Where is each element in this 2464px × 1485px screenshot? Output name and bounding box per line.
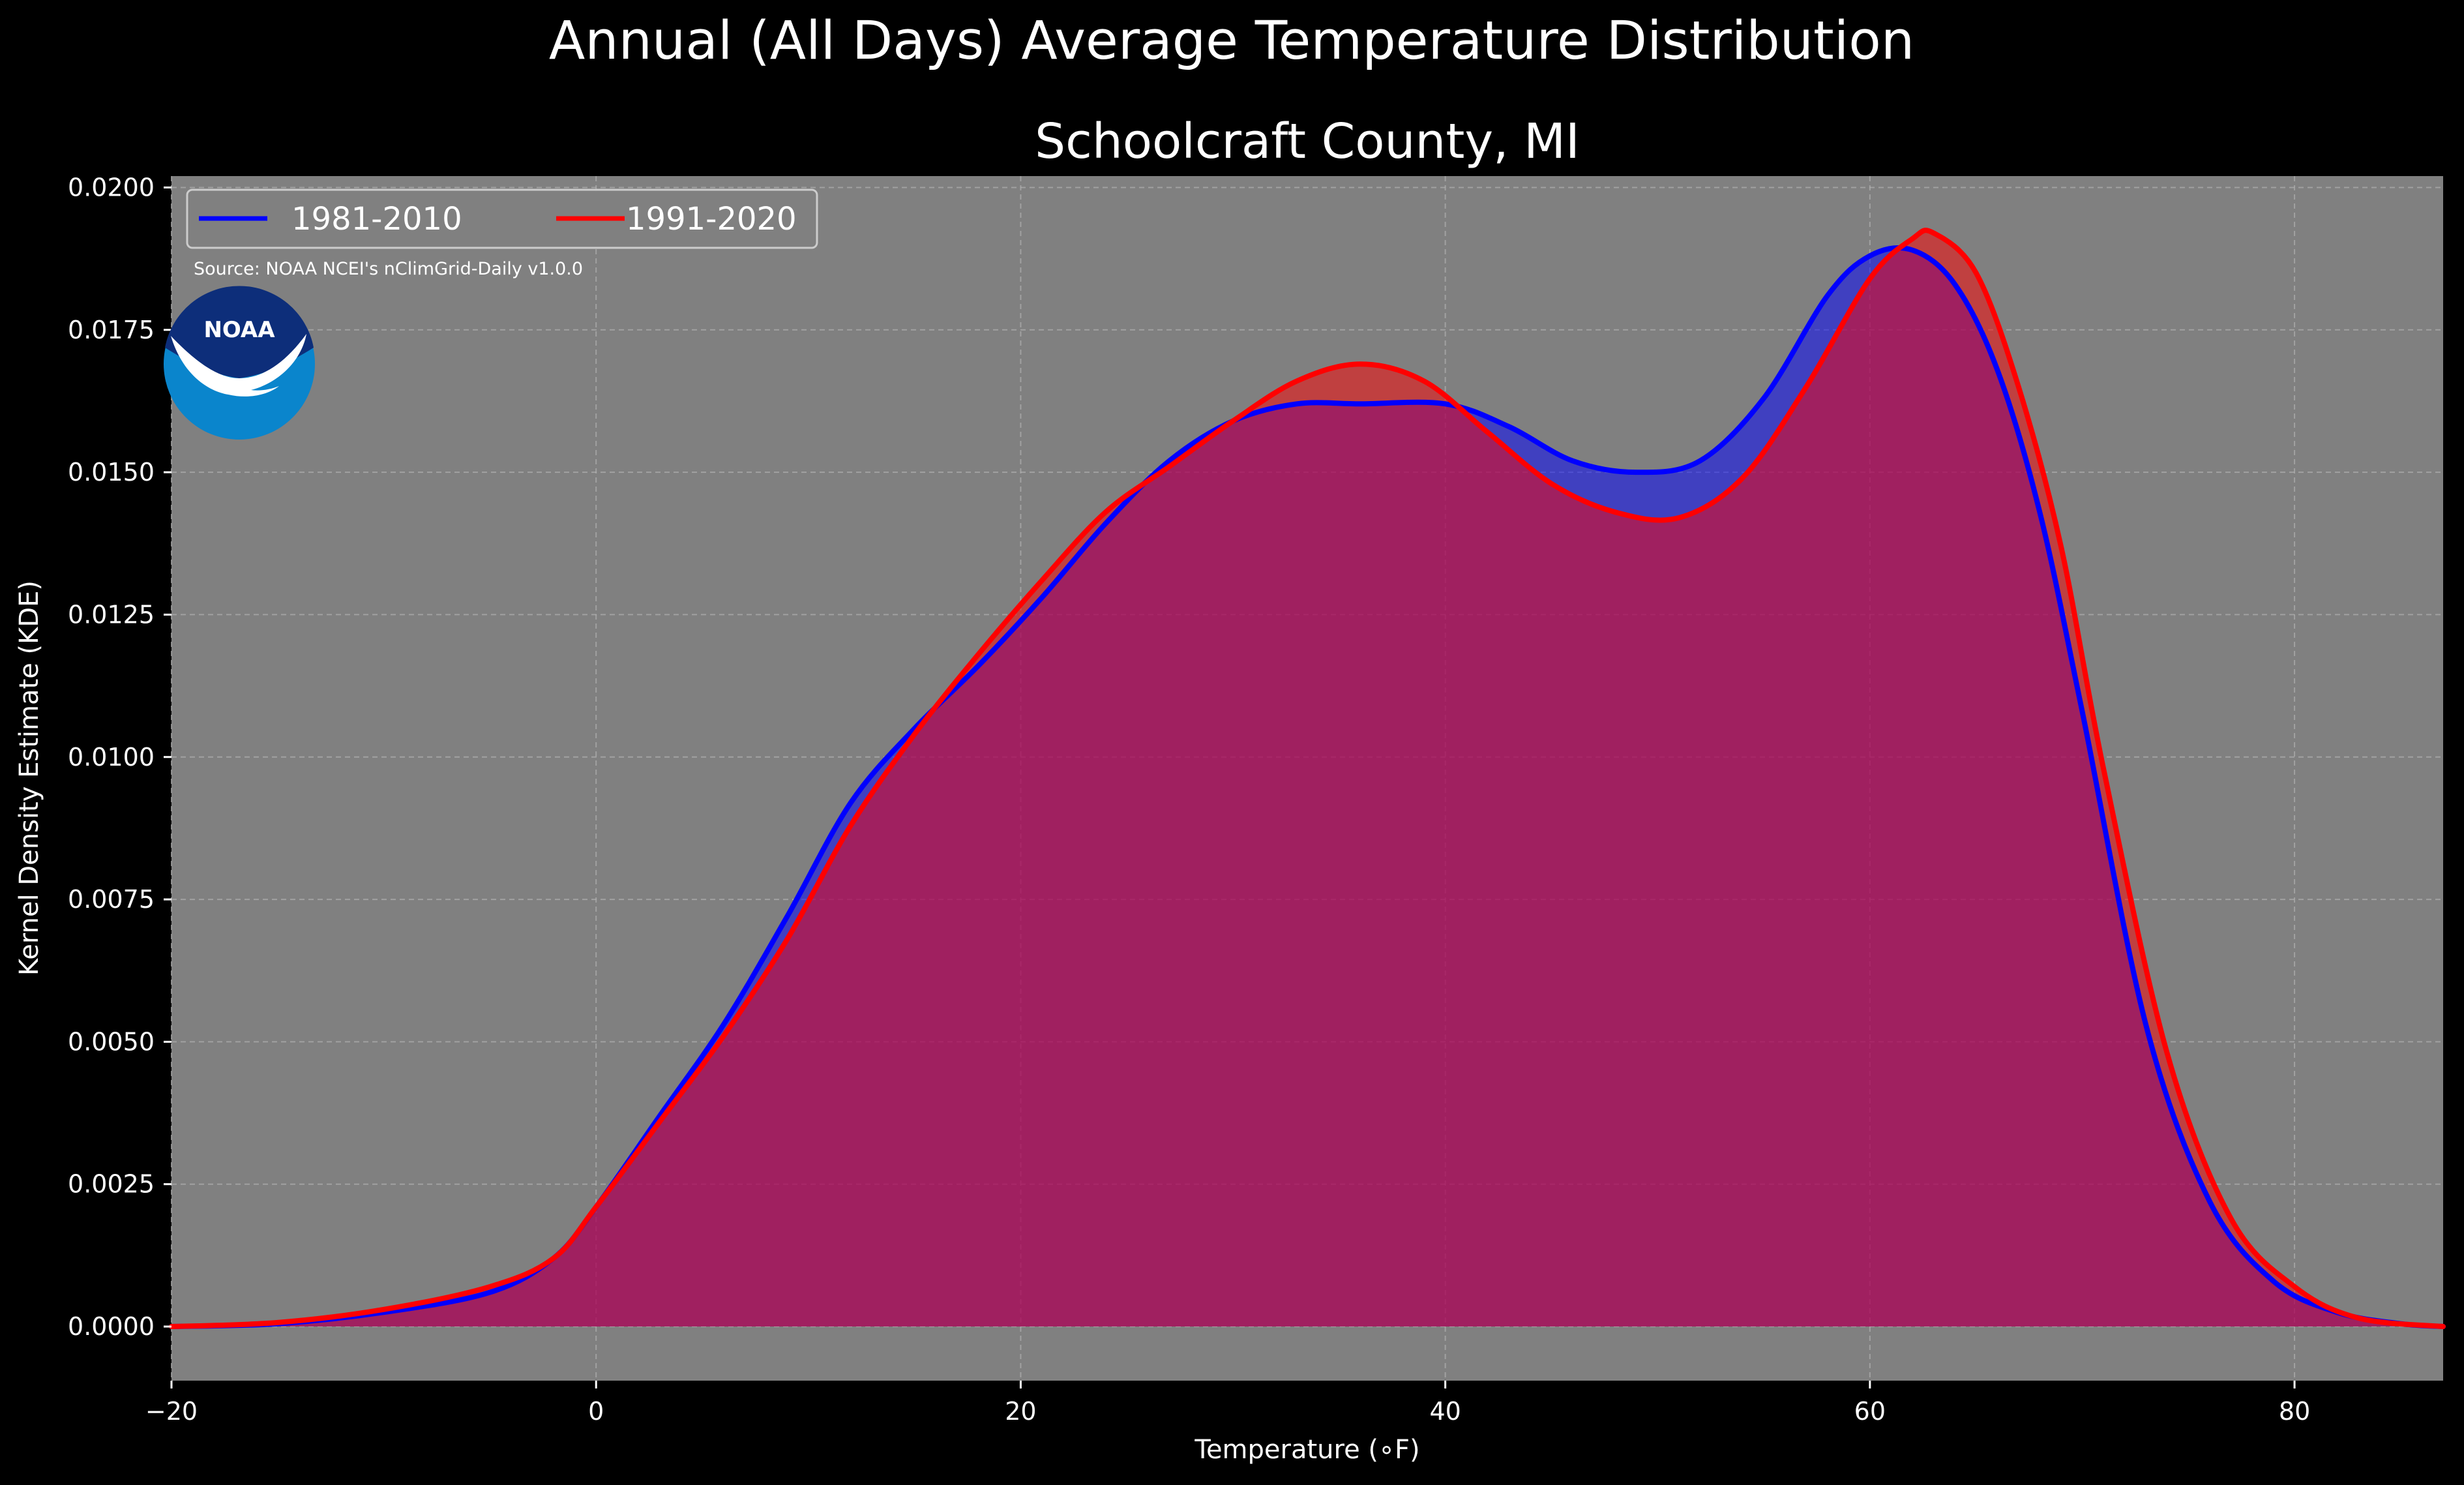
legend: 1981-2010 1991-2020	[186, 188, 818, 249]
x-axis-ticks: −20 0 20 40 60 80	[145, 1381, 2310, 1426]
x-tick-label-2: 20	[1005, 1397, 1036, 1426]
x-tick-label-5: 80	[2279, 1397, 2310, 1426]
y-tick-label-0: 0.0000	[68, 1312, 155, 1341]
source-note: Source: NOAA NCEI's nClimGrid-Daily v1.0…	[194, 259, 583, 279]
svg-text:NOAA: NOAA	[203, 317, 275, 343]
x-tick-label-4: 60	[1854, 1397, 1886, 1426]
y-tick-label-8: 0.0200	[68, 173, 155, 202]
legend-frame	[186, 188, 818, 249]
plot-area	[169, 176, 2446, 1381]
chart-subtitle: Schoolcraft County, MI	[1035, 113, 1580, 170]
y-tick-label-7: 0.0175	[68, 316, 155, 344]
y-tick-label-6: 0.0150	[68, 458, 155, 487]
chart-title: Annual (All Days) Average Temperature Di…	[549, 10, 1914, 72]
y-axis-label: Kernel Density Estimate (KDE)	[14, 580, 44, 976]
y-tick-label-4: 0.0100	[68, 743, 155, 772]
noaa-logo: NOAA	[164, 286, 315, 440]
y-tick-label-2: 0.0050	[68, 1027, 155, 1056]
series-line-1991-2020	[169, 228, 2446, 1329]
series-area-1991-2020	[171, 230, 2443, 1327]
y-axis-ticks: 0.0000 0.0025 0.0050 0.0075 0.0100 0.0125 0.01…	[68, 173, 171, 1341]
x-tick-label-3: 40	[1429, 1397, 1461, 1426]
y-tick-label-5: 0.0125	[68, 600, 155, 629]
legend-label-1991-2020: 1991-2020	[626, 201, 797, 237]
x-axis-label: Temperature (∘F)	[1194, 1435, 1419, 1465]
x-tick-label-0: −20	[145, 1397, 198, 1426]
legend-label-1981-2010: 1981-2010	[291, 201, 462, 237]
y-tick-label-3: 0.0075	[68, 885, 155, 914]
line-layer	[169, 228, 2446, 1329]
x-tick-label-1: 0	[588, 1397, 604, 1426]
y-tick-label-1: 0.0025	[68, 1170, 155, 1199]
area-layer	[171, 230, 2443, 1327]
